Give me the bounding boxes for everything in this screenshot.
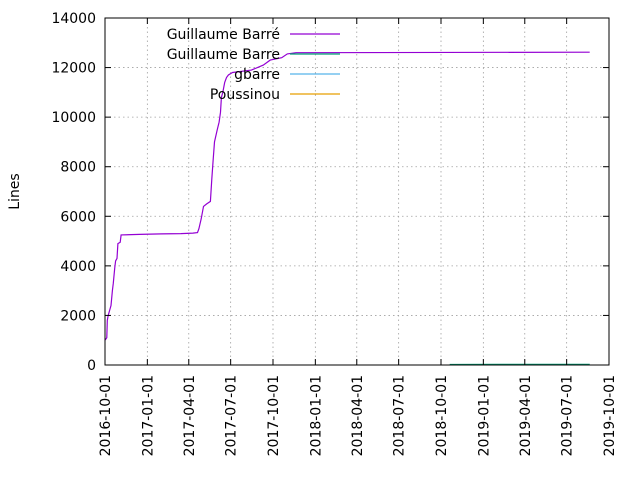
legend-label: Guillaume Barré <box>167 27 280 43</box>
x-tick-label: 2018-01-01 <box>308 375 324 456</box>
x-axis: 2016-10-01 2017-01-01 2017-04-01 2017-07-01… <box>98 18 618 456</box>
y-tick-label: 6000 <box>60 209 96 225</box>
x-tick-label: 2019-10-01 <box>602 375 618 456</box>
x-tick-label: 2017-04-01 <box>182 375 198 456</box>
plot-frame <box>104 17 610 366</box>
x-tick-label: 2019-07-01 <box>560 375 576 456</box>
y-tick-label: 0 <box>87 358 96 374</box>
legend-label: Poussinou <box>210 87 280 103</box>
x-tick-label: 2019-04-01 <box>518 375 534 456</box>
y-tick-label: 8000 <box>60 160 96 176</box>
series-layer <box>104 51 590 366</box>
x-tick-label: 2016-10-01 <box>98 375 114 456</box>
y-tick-label: 12000 <box>51 61 96 77</box>
x-tick-label: 2019-01-01 <box>476 375 492 456</box>
x-tick-label: 2018-04-01 <box>350 375 366 456</box>
x-tick-label: 2017-07-01 <box>224 375 240 456</box>
legend-label: gbarre <box>234 67 280 83</box>
y-tick-label: 2000 <box>60 308 96 324</box>
x-tick-label: 2017-01-01 <box>140 375 156 456</box>
x-tick-label: 2018-07-01 <box>392 375 408 456</box>
legend: Guillaume Barré Guillaume Barre gbarre Pous… <box>167 27 340 103</box>
y-tick-label: 14000 <box>51 11 96 27</box>
y-tick-label: 10000 <box>51 110 96 126</box>
series-line-0 <box>104 51 590 341</box>
y-axis: 0 2000 4000 6000 8000 10000 12000 14000 <box>51 11 609 374</box>
x-tick-label: 2018-10-01 <box>434 375 450 456</box>
y-axis-label: Lines <box>7 173 23 209</box>
legend-label: Guillaume Barre <box>167 47 280 63</box>
grid-lines <box>105 18 609 365</box>
y-tick-label: 4000 <box>60 259 96 275</box>
x-tick-label: 2017-10-01 <box>266 375 282 456</box>
